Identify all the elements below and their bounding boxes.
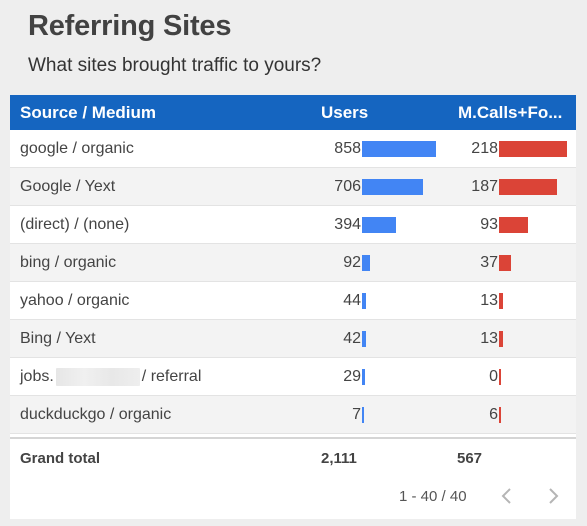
pagination-range: 1 - 40 / 40	[399, 488, 467, 505]
chevron-right-icon	[549, 488, 559, 504]
redacted-text	[55, 367, 140, 386]
calls-bar	[499, 255, 511, 271]
users-bar	[362, 369, 365, 385]
source-medium-cell: bing / organic	[20, 254, 117, 271]
total-divider	[10, 437, 576, 439]
column-header-source[interactable]: Source / Medium	[20, 103, 157, 122]
table-row[interactable]: jobs. / referral 29 0	[10, 358, 576, 396]
calls-value: 187	[471, 178, 498, 195]
users-value: 7	[352, 406, 361, 423]
users-value: 42	[343, 330, 361, 347]
grand-total-label: Grand total	[20, 450, 101, 467]
table-row[interactable]: yahoo / organic 44 13	[10, 282, 576, 320]
page-subtitle: What sites brought traffic to yours?	[28, 55, 322, 76]
table-header: Source / Medium Users M.Calls+Fo...	[10, 95, 576, 130]
grand-total-calls: 567	[457, 450, 483, 467]
source-prefix: jobs.	[20, 368, 54, 385]
table-row[interactable]: Bing / Yext 42 13	[10, 320, 576, 358]
users-value: 92	[343, 254, 361, 271]
source-medium-cell: Bing / Yext	[20, 330, 96, 347]
calls-value: 37	[480, 254, 498, 271]
chevron-left-icon	[501, 488, 511, 504]
table-row[interactable]: Google / Yext 706 187	[10, 168, 576, 206]
calls-value: 218	[471, 140, 498, 157]
users-value: 44	[343, 292, 361, 309]
users-bar	[362, 179, 423, 195]
calls-value: 13	[480, 330, 498, 347]
users-value: 29	[343, 368, 361, 385]
table-row[interactable]: bing / organic 92 37	[10, 244, 576, 282]
calls-value: 13	[480, 292, 498, 309]
previous-page-button[interactable]	[496, 484, 518, 508]
table-row[interactable]: (direct) / (none) 394 93	[10, 206, 576, 244]
source-suffix: / referral	[141, 368, 202, 385]
users-bar	[362, 141, 436, 157]
users-bar	[362, 331, 366, 347]
column-header-users[interactable]: Users	[321, 103, 369, 122]
calls-bar	[499, 407, 501, 423]
calls-bar	[499, 369, 501, 385]
column-header-calls[interactable]: M.Calls+Fo...	[458, 103, 563, 122]
grand-total-users: 2,111	[321, 450, 357, 467]
calls-bar	[499, 217, 528, 233]
source-medium-cell: duckduckgo / organic	[20, 406, 172, 423]
users-bar	[362, 217, 396, 233]
calls-bar	[499, 141, 567, 157]
table-row[interactable]: duckduckgo / organic 7 6	[10, 396, 576, 434]
users-value: 858	[334, 140, 361, 157]
calls-value: 93	[480, 216, 498, 233]
users-bar	[362, 255, 370, 271]
source-medium-cell: yahoo / organic	[20, 292, 130, 309]
users-bar	[362, 293, 366, 309]
source-medium-cell: google / organic	[20, 140, 134, 157]
calls-value: 0	[489, 368, 498, 385]
referring-sites-table: Source / Medium Users M.Calls+Fo... goog…	[10, 95, 576, 519]
calls-bar	[499, 293, 503, 309]
calls-bar	[499, 331, 503, 347]
users-value: 706	[334, 178, 361, 195]
report-header: Referring Sites What sites brought traff…	[0, 0, 587, 95]
source-medium-cell: (direct) / (none)	[20, 216, 130, 233]
source-medium-cell: jobs. / referral	[20, 358, 201, 396]
calls-value: 6	[489, 406, 498, 423]
next-page-button[interactable]	[542, 484, 564, 508]
table-row[interactable]: google / organic 858 218	[10, 130, 576, 168]
calls-bar	[499, 179, 557, 195]
page-title: Referring Sites	[28, 10, 232, 42]
users-bar	[362, 407, 364, 423]
users-value: 394	[334, 216, 361, 233]
source-medium-cell: Google / Yext	[20, 178, 116, 195]
